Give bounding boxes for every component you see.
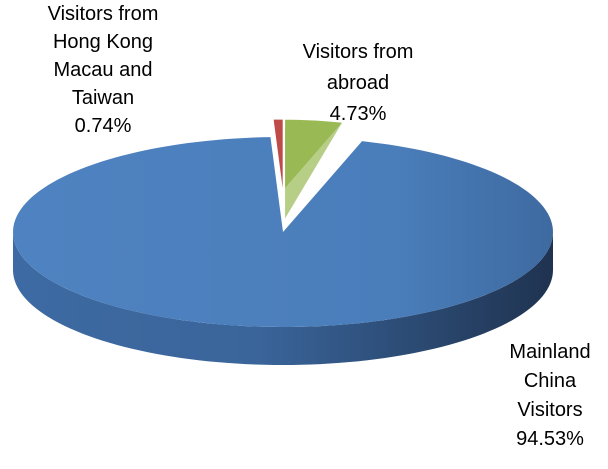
slice: [13, 137, 553, 327]
slice: [273, 119, 283, 189]
value-label: 94.53%: [516, 428, 584, 450]
slice-label: Mainland China Visitors: [509, 341, 590, 421]
slice-side: [285, 122, 343, 219]
slice: [285, 119, 343, 189]
slice-label: Visitors from Hong Kong Macau and Taiwan: [48, 3, 159, 109]
slice-side: [13, 232, 553, 365]
value-label: 0.74%: [75, 115, 132, 137]
slice-label: Visitors from abroad: [303, 41, 414, 94]
value-label: 4.73%: [330, 103, 387, 125]
